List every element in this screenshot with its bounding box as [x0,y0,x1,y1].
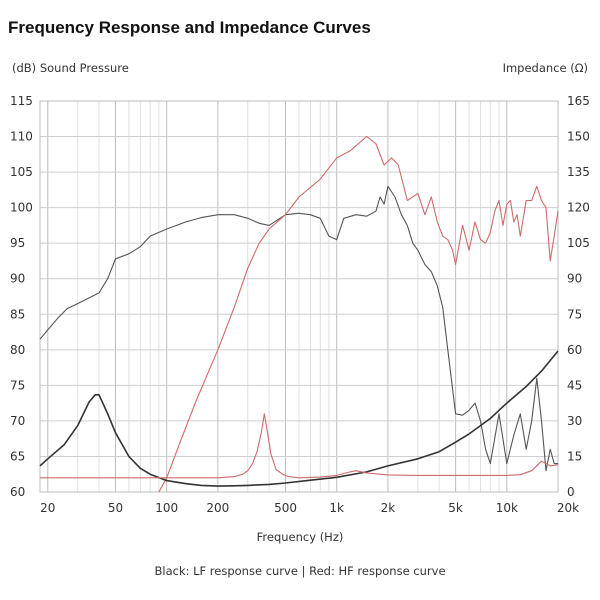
plot-frame [39,100,559,493]
y-left-tick-label: 100 [10,201,33,215]
y-left-tick-label: 80 [10,343,25,357]
y-right-tick-label: 30 [567,414,582,428]
legend-caption: Black: LF response curve | Red: HF respo… [0,564,600,578]
legend-separator: | [301,564,306,578]
x-tick-label: 20 [40,501,55,515]
x-tick-label: 20k [557,501,579,515]
x-tick-label: 200 [206,501,229,515]
y-left-tick-label: 60 [10,485,25,499]
y-right-tick-label: 15 [567,449,582,463]
y-left-tick-label: 110 [10,130,33,144]
grid-lines [39,100,559,493]
y-left-tick-label: 70 [10,414,25,428]
y-right-tick-label: 150 [567,130,590,144]
x-tick-label: 5k [448,501,463,515]
y-left-tick-label: 105 [10,165,33,179]
y-right-tick-label: 165 [567,94,590,108]
series-line-2 [158,135,559,493]
series-line-3 [39,350,559,487]
legend-red: Red: HF response curve [309,564,446,578]
series-line-1 [39,185,558,472]
x-tick-label: 100 [155,501,178,515]
tick-labels: 60 65 70 75 80 85 90 95 100 105 110 115 0 15 30 45 60 75 9… [10,94,590,515]
x-tick-label: 2k [381,501,396,515]
y-left-tick-label: 115 [10,94,33,108]
legend-black: Black: LF response curve [154,564,298,578]
y-left-tick-label: 65 [10,449,25,463]
y-right-tick-label: 75 [567,307,582,321]
y-right-axis-label: Impedance (Ω) [502,61,588,75]
y-left-axis-label: (dB) Sound Pressure [12,61,129,75]
y-left-tick-label: 95 [10,236,25,250]
x-tick-label: 10k [496,501,518,515]
x-axis-label: Frequency (Hz) [256,530,344,544]
x-tick-label: 50 [108,501,123,515]
y-right-tick-label: 0 [567,485,575,499]
y-right-tick-label: 45 [567,378,582,392]
series-lines [39,135,559,493]
y-right-tick-label: 105 [567,236,590,250]
y-right-tick-label: 135 [567,165,590,179]
x-tick-label: 1k [329,501,344,515]
y-left-tick-label: 75 [10,378,25,392]
chart-title: Frequency Response and Impedance Curves [8,18,371,37]
y-left-tick-label: 85 [10,307,25,321]
y-right-tick-label: 60 [567,343,582,357]
series-line-4 [40,413,559,479]
y-right-tick-label: 90 [567,272,582,286]
y-right-tick-label: 120 [567,201,590,215]
x-tick-label: 500 [274,501,297,515]
y-left-tick-label: 90 [10,272,25,286]
